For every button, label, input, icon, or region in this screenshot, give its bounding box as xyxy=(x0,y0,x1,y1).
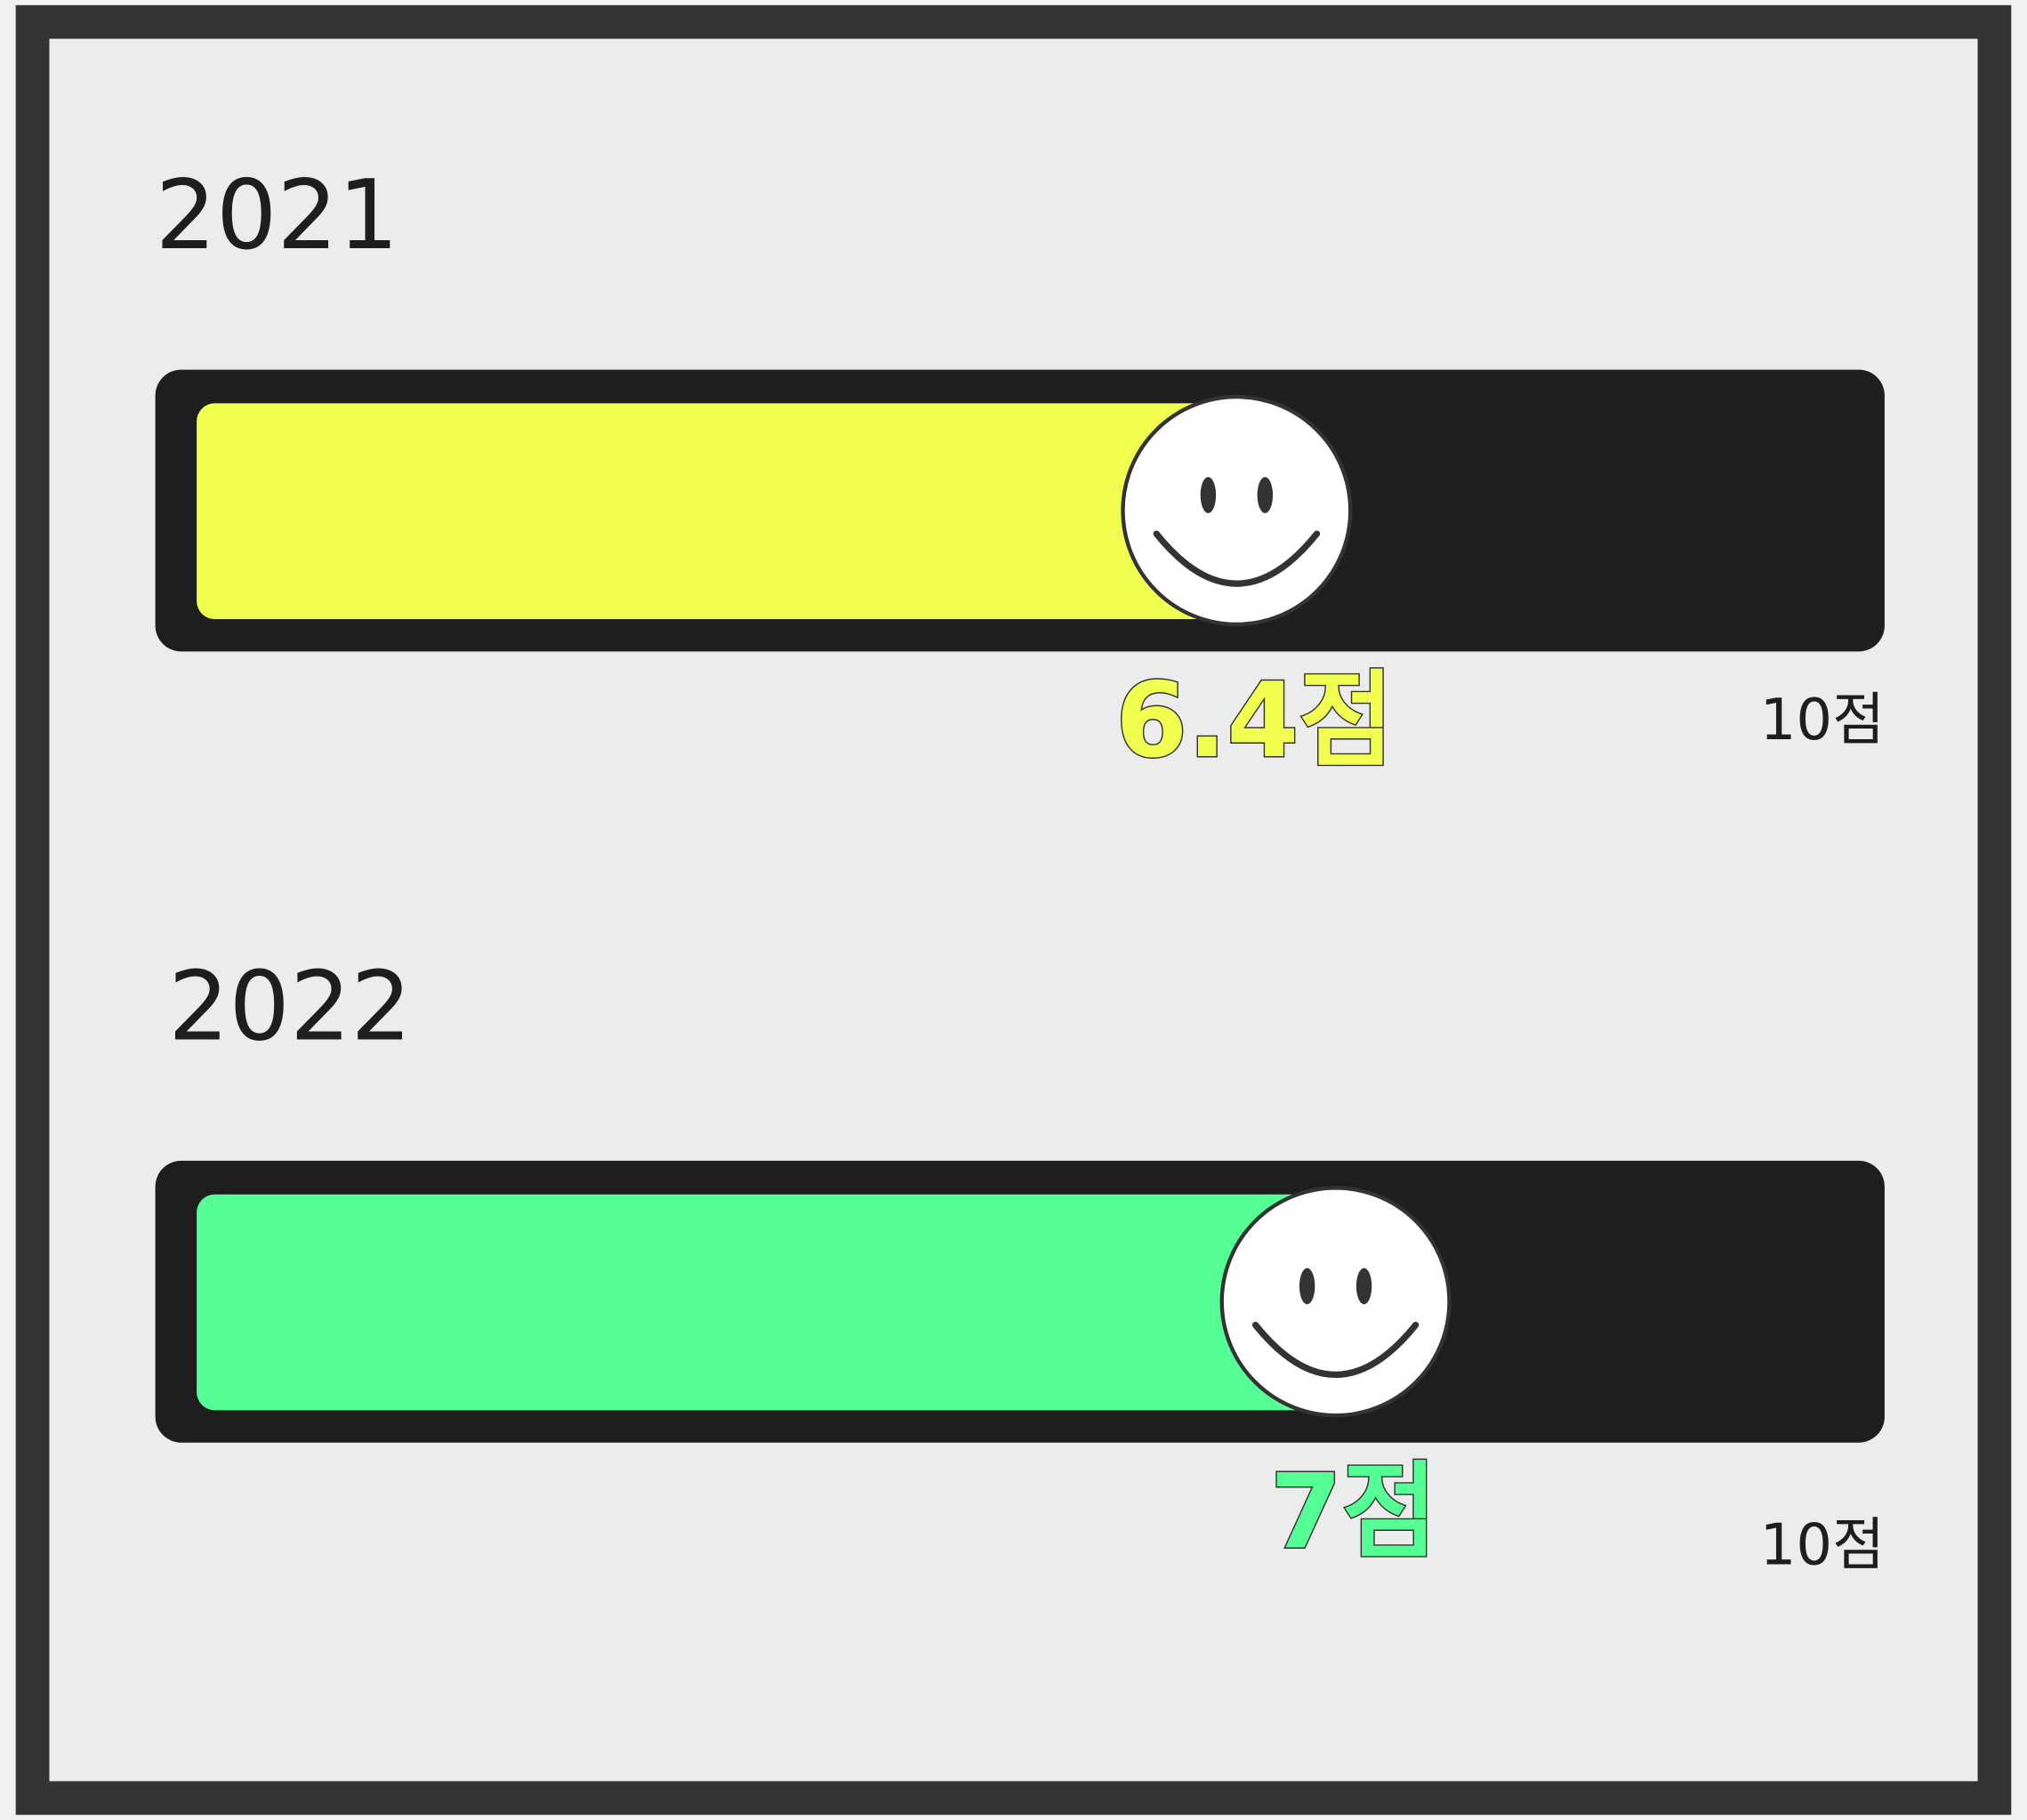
score-label: 6.4점 xyxy=(1115,661,1394,781)
year-label: 2022 xyxy=(168,951,412,1062)
knob-smile xyxy=(1153,530,1321,587)
max-label: 10점 xyxy=(1760,1512,1885,1578)
knob-eye xyxy=(1355,1268,1372,1305)
fill-bar xyxy=(197,403,1252,620)
frame xyxy=(15,4,2012,1816)
knob-face xyxy=(1121,394,1353,627)
fill-bar xyxy=(197,1194,1352,1411)
gauge: 2021 6.4점 10점 xyxy=(155,160,1885,783)
gauge: 2022 7점 10점 xyxy=(155,951,1885,1578)
knob-eye xyxy=(1200,477,1217,513)
knob-eye xyxy=(1257,477,1274,513)
knob-eye xyxy=(1299,1268,1315,1305)
knob-face xyxy=(1219,1186,1452,1418)
score-label: 7점 xyxy=(1270,1452,1437,1572)
max-label: 10점 xyxy=(1760,688,1885,753)
smiley-knob xyxy=(1121,394,1353,627)
smiley-knob xyxy=(1219,1186,1452,1418)
year-label: 2021 xyxy=(156,160,399,271)
knob-smile xyxy=(1251,1321,1420,1379)
